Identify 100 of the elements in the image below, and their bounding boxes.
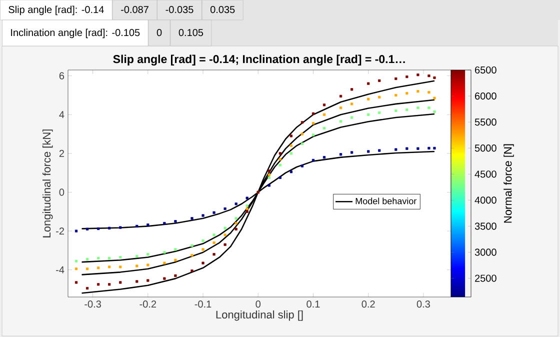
point: [246, 210, 248, 213]
point: [202, 214, 204, 217]
legend-label: Model behavior: [356, 198, 416, 204]
text: 0: [156, 29, 162, 36]
point: [174, 220, 177, 223]
point: [378, 79, 381, 82]
point: [136, 280, 138, 283]
point: [290, 152, 292, 155]
point: [312, 112, 315, 115]
point: [174, 258, 177, 262]
x-tick-label: -0.2: [140, 300, 156, 308]
point: [394, 77, 398, 80]
point: [97, 256, 100, 260]
point: [394, 109, 398, 112]
point: [339, 120, 342, 123]
x-tick-label: 0: [256, 300, 261, 308]
point: [190, 217, 194, 220]
point: [108, 256, 111, 260]
point: [416, 147, 420, 150]
text: -0.087: [121, 6, 148, 14]
point: [212, 241, 216, 244]
color-bar-label: 5000: [474, 144, 496, 152]
y-axis-title: Longitudinal force [kN]: [42, 130, 53, 238]
point: [86, 286, 89, 290]
point: [86, 258, 89, 260]
point: [119, 266, 122, 268]
point: [108, 266, 111, 268]
point: [163, 222, 166, 225]
point: [234, 202, 238, 206]
point: [97, 227, 100, 230]
point: [322, 156, 326, 159]
color-bar-label: 3500: [474, 222, 496, 230]
color-bar-label: 4500: [474, 170, 496, 178]
point: [367, 150, 370, 153]
point: [136, 224, 138, 228]
x-tick-label: 0.3: [416, 300, 430, 308]
point: [378, 96, 381, 98]
point: [433, 76, 436, 80]
point: [322, 104, 326, 106]
point: [406, 147, 408, 150]
point: [74, 281, 78, 284]
point: [394, 94, 398, 97]
x-axis-title: Longitudinal slip []: [216, 310, 303, 321]
point: [234, 222, 238, 225]
point: [86, 268, 89, 270]
point: [202, 239, 204, 242]
point: [416, 74, 420, 76]
text: Slip angle [rad]: -0.14: [8, 6, 104, 16]
point: [163, 251, 166, 254]
point: [74, 260, 78, 262]
x-tick-label: 0.1: [306, 300, 320, 308]
point: [224, 243, 226, 246]
point: [312, 122, 315, 125]
point: [322, 113, 326, 116]
text: 0.035: [210, 6, 235, 14]
point: [97, 283, 100, 286]
point: [300, 164, 304, 168]
point: [146, 264, 150, 266]
color-bar-label: 3000: [474, 248, 496, 256]
point: [74, 230, 78, 232]
color-bar-title: Normal force [N]: [504, 144, 514, 223]
point: [350, 116, 354, 119]
point: [322, 126, 326, 130]
point: [234, 217, 238, 220]
x-tick-label: -0.3: [84, 300, 101, 308]
point: [406, 92, 408, 95]
text: 0.105: [178, 29, 204, 36]
text: Inclination angle [rad]: -0.105: [11, 28, 140, 38]
y-tick-label: 2: [59, 150, 64, 157]
x-tick-label: -0.1: [194, 300, 212, 308]
point: [224, 234, 226, 236]
point: [406, 75, 408, 78]
x-tick-label: 0.2: [362, 300, 375, 308]
point: [146, 279, 150, 282]
point: [433, 146, 436, 150]
point: [190, 270, 194, 272]
point: [136, 254, 138, 258]
point: [312, 158, 315, 162]
point: [174, 274, 177, 277]
point: [246, 207, 248, 210]
y-tick-label: 6: [59, 72, 64, 80]
point: [108, 283, 111, 286]
point: [119, 256, 122, 259]
point: [290, 144, 292, 147]
color-bar-label: 5500: [474, 118, 496, 126]
point: [86, 228, 89, 230]
point: [234, 228, 238, 230]
point: [190, 254, 194, 257]
point: [212, 211, 216, 214]
y-tick-label: -4: [56, 266, 64, 274]
point: [428, 146, 430, 150]
color-bar-label: 2500: [475, 274, 496, 282]
point: [433, 110, 436, 114]
point: [268, 170, 270, 172]
point: [350, 151, 354, 154]
point: [433, 96, 436, 100]
point: [202, 262, 204, 264]
color-bar-label: 6000: [475, 92, 496, 100]
point: [246, 196, 248, 200]
y-tick-label: 0: [59, 188, 64, 196]
